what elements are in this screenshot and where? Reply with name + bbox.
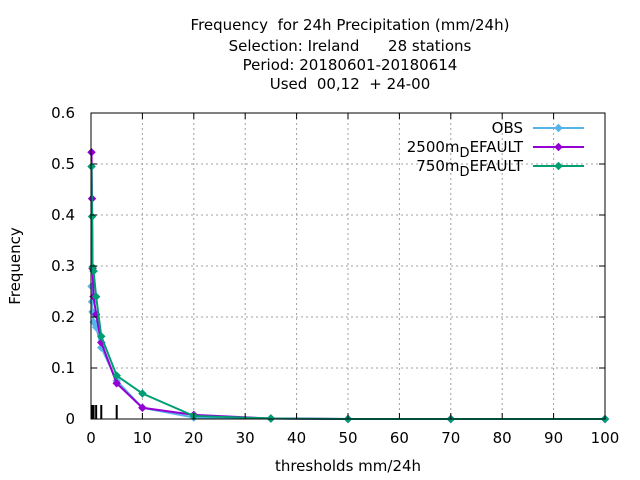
data-point [112,371,121,380]
y-tick-label: 0.1 [51,359,75,377]
data-point [87,212,97,221]
legend-label-sub: D [460,146,470,161]
chart-title-line-2: Selection: Ireland 28 stations [228,37,472,55]
legend-label-tail: EFAULT [470,138,524,156]
chart-title-line-3: Period: 20180601-20180614 [242,56,458,74]
legend-label-main: 2500m [407,138,460,156]
chart-title-line-1: Frequency for 24h Precipitation (mm/24h) [190,16,510,34]
y-tick-label: 0 [65,410,75,428]
x-tick-label: 0 [86,429,96,447]
x-tick-label: 100 [591,429,620,447]
legend-label-main: OBS [492,119,523,137]
y-tick-label: 0.5 [51,155,75,173]
legend-label-main: 750m [416,157,459,175]
data-point [97,332,106,341]
legend-label-sub: D [460,165,470,180]
y-tick-label: 0.2 [51,308,75,326]
y-tick-label: 0.4 [51,206,75,224]
y-tick-label: 0.3 [51,257,75,275]
legend-marker [554,142,563,152]
data-point [112,379,121,388]
data-point [91,292,101,301]
axis-ticks: 0 10 20 30 40 50 60 70 80 90 100 0 0.1 0.2 0.3 0.4 0.5 0.… [51,104,619,447]
legend-label: 750mDEFAULT [416,157,524,180]
legend-label: OBS [492,119,523,137]
legend-marker [554,161,563,171]
x-axis-label: thresholds mm/24h [275,457,421,475]
legend-marker [554,123,563,133]
x-tick-label: 20 [184,429,203,447]
y-axis-label: Frequency [6,227,24,305]
legend-label: 2500mDEFAULT [407,138,524,161]
x-tick-label: 30 [236,429,255,447]
grid-lines [91,113,605,419]
x-tick-label: 90 [544,429,563,447]
data-point [138,403,147,413]
x-tick-label: 70 [441,429,460,447]
x-tick-label: 10 [133,429,152,447]
legend-label-tail: EFAULT [470,157,524,175]
threshold-markers [90,405,118,419]
chart-title-line-4: Used 00,12 + 24-00 [269,75,431,93]
x-tick-label: 40 [287,429,306,447]
data-point [266,414,276,423]
data-point [138,389,147,398]
x-tick-label: 60 [390,429,409,447]
y-tick-label: 0.6 [51,104,75,122]
x-tick-label: 80 [493,429,512,447]
x-tick-label: 50 [338,429,357,447]
data-point [87,148,96,157]
